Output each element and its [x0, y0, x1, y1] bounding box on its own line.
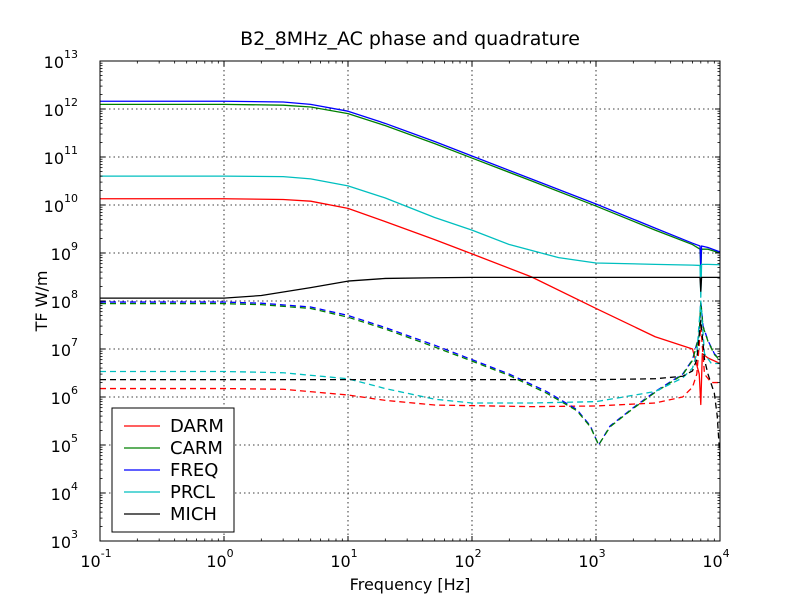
y-tick-label: 108 [51, 288, 78, 312]
x-axis-label: Frequency [Hz] [350, 575, 471, 594]
series-freq-solid [100, 100, 720, 269]
y-tick-label: 1013 [44, 48, 78, 72]
series-darm-solid [100, 198, 720, 406]
x-tick-label: 10-1 [80, 547, 111, 571]
y-tick-base: 10 [44, 53, 64, 72]
axes-ticks: 10-1 100 101 102 103 104103104105106107108109… [44, 48, 730, 571]
legend-label: MICH [170, 504, 217, 525]
y-axis-label: TF W/m [32, 271, 51, 333]
legend-label: DARM [170, 416, 224, 437]
y-tick-label: 1012 [44, 96, 78, 120]
y-tick-base: 10 [51, 341, 71, 360]
series-mich-dashed [100, 319, 720, 460]
x-tick-exponent: 2 [475, 547, 482, 560]
legend-label: PRCL [170, 482, 215, 503]
y-tick-exponent: 5 [71, 432, 78, 445]
y-tick-base: 10 [51, 533, 71, 552]
legend-label: FREQ [170, 460, 218, 481]
x-tick-exponent: 0 [227, 547, 234, 560]
y-tick-exponent: 10 [64, 192, 78, 205]
x-tick-label: 104 [702, 547, 729, 571]
x-tick-label: 102 [454, 547, 481, 571]
y-tick-label: 103 [51, 528, 78, 552]
plot-area [100, 100, 720, 460]
y-tick-label: 109 [51, 240, 78, 264]
x-tick-exponent: 3 [599, 547, 606, 560]
y-tick-exponent: 13 [64, 48, 78, 61]
y-tick-label: 1010 [44, 192, 78, 216]
series-mich-solid [100, 276, 720, 299]
y-tick-base: 10 [51, 293, 71, 312]
x-tick-exponent: 4 [723, 547, 730, 560]
x-tick-base: 10 [702, 552, 722, 571]
y-tick-base: 10 [51, 485, 71, 504]
y-tick-exponent: 12 [64, 96, 78, 109]
y-tick-label: 105 [51, 432, 78, 456]
y-tick-base: 10 [51, 437, 71, 456]
x-tick-base: 10 [206, 552, 226, 571]
x-tick-exponent: -1 [101, 547, 112, 560]
x-tick-base: 10 [578, 552, 598, 571]
y-tick-exponent: 7 [71, 336, 78, 349]
y-tick-base: 10 [51, 245, 71, 264]
legend-item-carm: CARM [124, 438, 223, 459]
y-tick-base: 10 [44, 197, 64, 216]
series-lines [100, 100, 720, 460]
y-tick-base: 10 [51, 389, 71, 408]
y-tick-exponent: 4 [71, 480, 78, 493]
y-tick-label: 106 [51, 384, 78, 408]
legend-label: CARM [170, 438, 223, 459]
legend-item-mich: MICH [124, 504, 217, 525]
x-tick-label: 101 [330, 547, 357, 571]
series-carm-dashed [100, 301, 720, 446]
y-tick-label: 107 [51, 336, 78, 360]
grid [100, 61, 720, 541]
x-tick-base: 10 [330, 552, 350, 571]
y-tick-exponent: 8 [71, 288, 78, 301]
x-tick-base: 10 [80, 552, 100, 571]
chart-title: B2_8MHz_AC phase and quadrature [240, 28, 580, 50]
legend-item-darm: DARM [124, 416, 224, 437]
y-tick-exponent: 6 [71, 384, 78, 397]
y-tick-exponent: 3 [71, 528, 78, 541]
y-tick-label: 104 [51, 480, 78, 504]
x-tick-label: 100 [206, 547, 233, 571]
y-tick-exponent: 9 [71, 240, 78, 253]
legend-item-prcl: PRCL [124, 482, 215, 503]
y-tick-exponent: 11 [64, 144, 78, 157]
x-tick-exponent: 1 [351, 547, 358, 560]
x-tick-base: 10 [454, 552, 474, 571]
legend-item-freq: FREQ [124, 460, 218, 481]
y-tick-base: 10 [44, 149, 64, 168]
x-tick-label: 103 [578, 547, 605, 571]
y-tick-label: 1011 [44, 144, 78, 168]
y-tick-base: 10 [44, 101, 64, 120]
